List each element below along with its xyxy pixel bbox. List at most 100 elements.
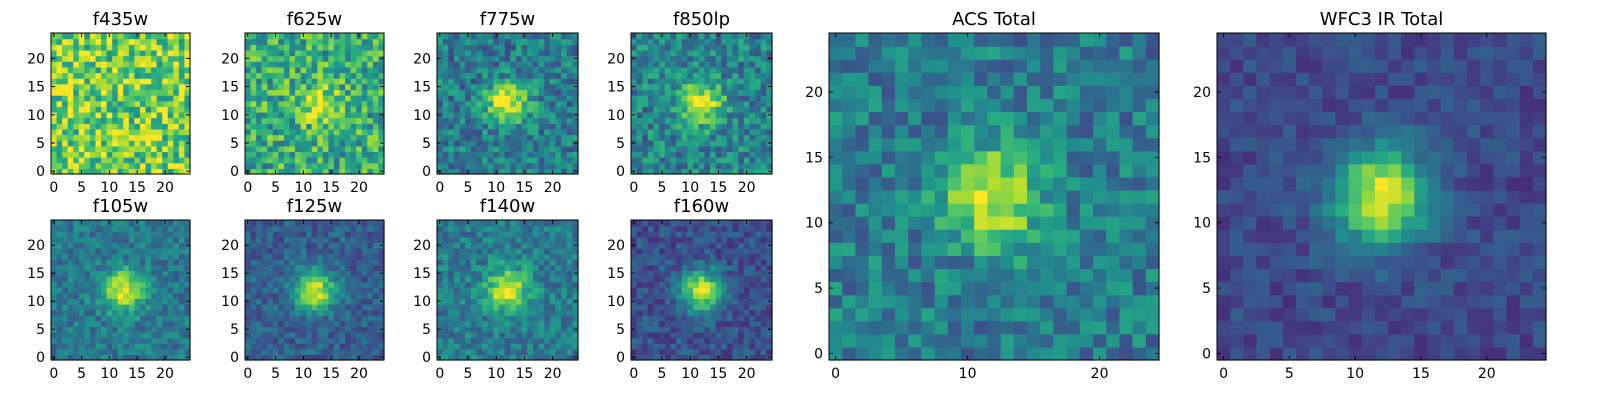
heatmap-cell: [339, 253, 346, 260]
heatmap-cell: [659, 276, 666, 283]
heatmap-cell: [156, 320, 163, 327]
heatmap-cell: [760, 168, 767, 175]
y-tick-label: 10: [413, 294, 431, 310]
heatmap-cell: [766, 276, 773, 283]
heatmap-cell: [693, 49, 700, 57]
heatmap-cell: [156, 242, 163, 249]
heatmap-cell: [437, 292, 444, 299]
heatmap-cell: [278, 248, 285, 255]
heatmap-cell: [755, 276, 762, 283]
heatmap-cell: [145, 140, 152, 147]
heatmap-cell: [112, 348, 119, 355]
x-tick-label: 5: [464, 180, 473, 196]
heatmap-cell: [311, 309, 318, 316]
heatmap-cell: [184, 78, 191, 85]
heatmap-cell: [487, 95, 494, 102]
heatmap-cell: [749, 100, 756, 107]
heatmap-cell: [555, 248, 562, 255]
heatmap-cell: [162, 151, 169, 158]
heatmap-cell: [499, 83, 506, 90]
heatmap-cell: [555, 72, 562, 79]
heatmap-cell: [636, 55, 643, 62]
heatmap-cell: [442, 343, 449, 350]
heatmap-cell: [453, 337, 461, 344]
heatmap-cell: [442, 49, 449, 57]
heatmap-cell: [544, 33, 551, 40]
heatmap-cell: [350, 348, 357, 355]
heatmap-cell: [67, 145, 74, 153]
heatmap-cell: [532, 236, 540, 243]
heatmap-cell: [95, 264, 102, 271]
heatmap-cell: [538, 72, 545, 79]
heatmap-cell: [78, 315, 85, 322]
heatmap-cell: [73, 162, 80, 169]
heatmap-cell: [664, 78, 672, 85]
heatmap-cell: [78, 281, 85, 288]
heatmap-cell: [106, 83, 113, 90]
heatmap-cell: [151, 354, 158, 361]
heatmap-cell: [459, 231, 466, 238]
heatmap-cell: [78, 66, 85, 74]
axes-frame: [630, 32, 773, 175]
heatmap-cell: [437, 49, 444, 57]
heatmap-cell: [51, 61, 58, 68]
heatmap-cell: [504, 44, 511, 51]
heatmap-cell: [687, 348, 694, 355]
heatmap-cell: [112, 78, 119, 85]
heatmap-cell: [715, 315, 722, 322]
heatmap-cell: [128, 270, 135, 277]
heatmap-cell: [306, 231, 313, 238]
heatmap-cell: [670, 287, 677, 294]
heatmap-cell: [62, 264, 69, 271]
heatmap-cell: [139, 95, 147, 102]
heatmap-cell: [322, 95, 329, 102]
heatmap-cell: [726, 145, 734, 153]
heatmap-cell: [73, 248, 80, 255]
heatmap-cell: [527, 128, 534, 136]
heatmap-cell: [738, 348, 745, 355]
heatmap-cell: [664, 49, 672, 57]
heatmap-cell: [184, 276, 191, 283]
heatmap-cell: [538, 248, 545, 255]
heatmap-cell: [123, 140, 130, 147]
heatmap-cell: [283, 44, 291, 51]
heatmap-cell: [448, 304, 455, 311]
heatmap-cell: [339, 111, 346, 119]
heatmap-cell: [453, 332, 461, 339]
heatmap-cell: [89, 38, 97, 45]
heatmap-cell: [510, 242, 517, 249]
heatmap-cell: [372, 117, 380, 124]
heatmap-cell: [743, 78, 751, 85]
heatmap-cell: [732, 348, 739, 355]
heatmap-cell: [476, 332, 483, 339]
heatmap-cell: [250, 134, 257, 141]
heatmap-cell: [499, 276, 506, 283]
heatmap-cell: [636, 44, 643, 51]
heatmap-cell: [95, 134, 102, 141]
heatmap-cell: [173, 117, 180, 124]
heatmap-cell: [749, 38, 756, 45]
heatmap-cell: [250, 264, 257, 271]
heatmap-cell: [106, 287, 113, 294]
heatmap-cell: [693, 326, 700, 333]
heatmap-cell: [732, 292, 739, 299]
heatmap-cell: [272, 248, 279, 255]
heatmap-cell: [95, 315, 102, 322]
heatmap-cell: [250, 332, 257, 339]
heatmap-cell: [311, 315, 318, 322]
heatmap-cell: [493, 128, 500, 136]
heatmap-cell: [555, 123, 562, 130]
heatmap-cell: [693, 100, 700, 107]
heatmap-cell: [504, 231, 511, 238]
heatmap-cell: [487, 354, 494, 361]
heatmap-cell: [743, 128, 751, 136]
heatmap-cell: [521, 259, 528, 266]
heatmap-cell: [755, 326, 762, 333]
heatmap-cell: [250, 66, 257, 74]
heatmap-cell: [256, 44, 263, 51]
heatmap-cell: [117, 298, 124, 305]
heatmap-cell: [681, 140, 688, 147]
heatmap-cell: [664, 157, 672, 164]
heatmap-cell: [676, 33, 683, 40]
